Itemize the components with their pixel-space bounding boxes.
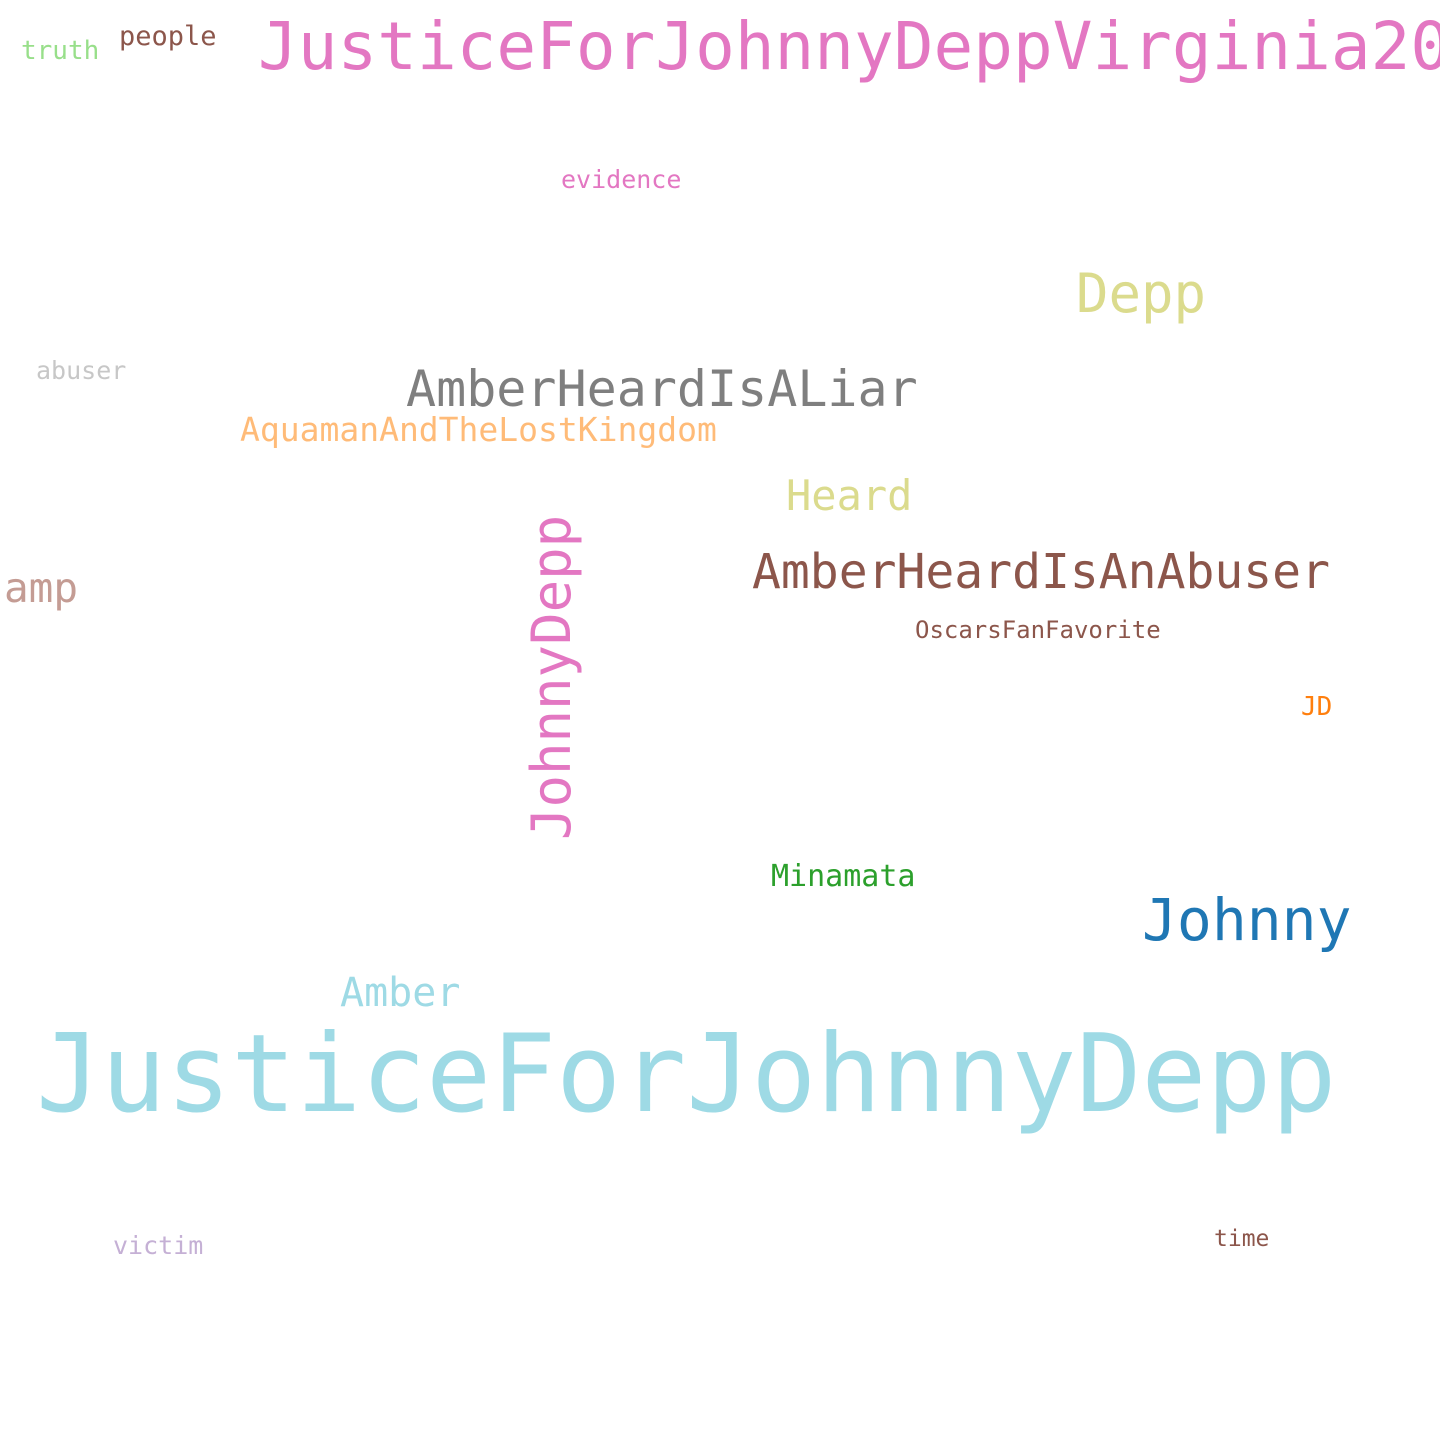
word-johnny: Johnny <box>1142 886 1352 954</box>
word-justicefor-johnnydepp-virginia2022: JusticeForJohnnyDeppVirginia2022 <box>258 8 1440 85</box>
word-heard: Heard <box>786 471 913 520</box>
word-amber: Amber <box>340 970 461 1016</box>
word-justicefor-johnnydepp: JusticeForJohnnyDepp <box>36 1012 1337 1137</box>
word-people: people <box>119 21 217 52</box>
word-johnnydepp: JohnnyDepp <box>520 514 583 840</box>
word-victim: victim <box>113 1231 204 1260</box>
word-time: time <box>1214 1226 1270 1252</box>
word-aquaman-and-the-lost-kingdom: AquamanAndTheLostKingdom <box>240 410 717 449</box>
word-depp: Depp <box>1076 262 1207 325</box>
word-minamata: Minamata <box>771 859 916 894</box>
word-amp: amp <box>4 564 79 612</box>
word-abuser: abuser <box>36 356 127 385</box>
word-evidence: evidence <box>561 165 682 194</box>
word-amberheard-is-a-liar: AmberHeardIsALiar <box>406 360 918 418</box>
word-truth: truth <box>21 36 100 66</box>
word-amberheard-is-an-abuser: AmberHeardIsAnAbuser <box>752 544 1330 600</box>
word-oscars-fan-favorite: OscarsFanFavorite <box>915 616 1161 644</box>
word-jd: JD <box>1301 692 1333 722</box>
